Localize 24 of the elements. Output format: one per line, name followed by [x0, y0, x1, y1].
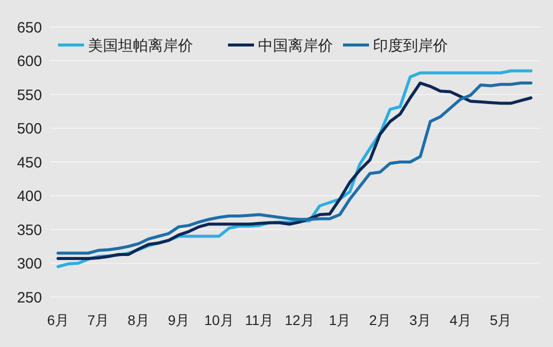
legend-label: 印度到岸价 — [373, 37, 448, 54]
x-tick-label: 11月 — [245, 312, 274, 328]
x-tick-label: 5月 — [490, 312, 512, 328]
y-tick-label: 400 — [16, 188, 42, 205]
y-tick-label: 300 — [16, 256, 42, 272]
x-tick-label: 12月 — [284, 312, 314, 328]
legend-label: 中国离岸价 — [258, 37, 333, 54]
x-tick-label: 8月 — [128, 312, 150, 328]
x-tick-label: 9月 — [168, 312, 190, 328]
y-tick-label: 650 — [16, 19, 42, 36]
y-tick-label: 250 — [16, 289, 42, 306]
y-tick-label: 550 — [16, 86, 42, 104]
legend-label: 美国坦帕离岸价 — [88, 37, 193, 54]
y-tick-label: 500 — [16, 120, 42, 138]
x-tick-label: 10月 — [204, 312, 234, 328]
x-tick-label: 2月 — [369, 312, 391, 328]
y-tick-label: 600 — [16, 53, 42, 70]
x-tick-label: 3月 — [409, 312, 432, 328]
y-tick-label: 350 — [16, 222, 42, 239]
y-tick-label: 450 — [16, 154, 42, 172]
x-tick-label: 4月 — [450, 312, 472, 328]
x-tick-label: 6月 — [47, 312, 69, 328]
x-tick-label: 1月 — [328, 312, 351, 328]
x-tick-label: 7月 — [87, 312, 110, 328]
